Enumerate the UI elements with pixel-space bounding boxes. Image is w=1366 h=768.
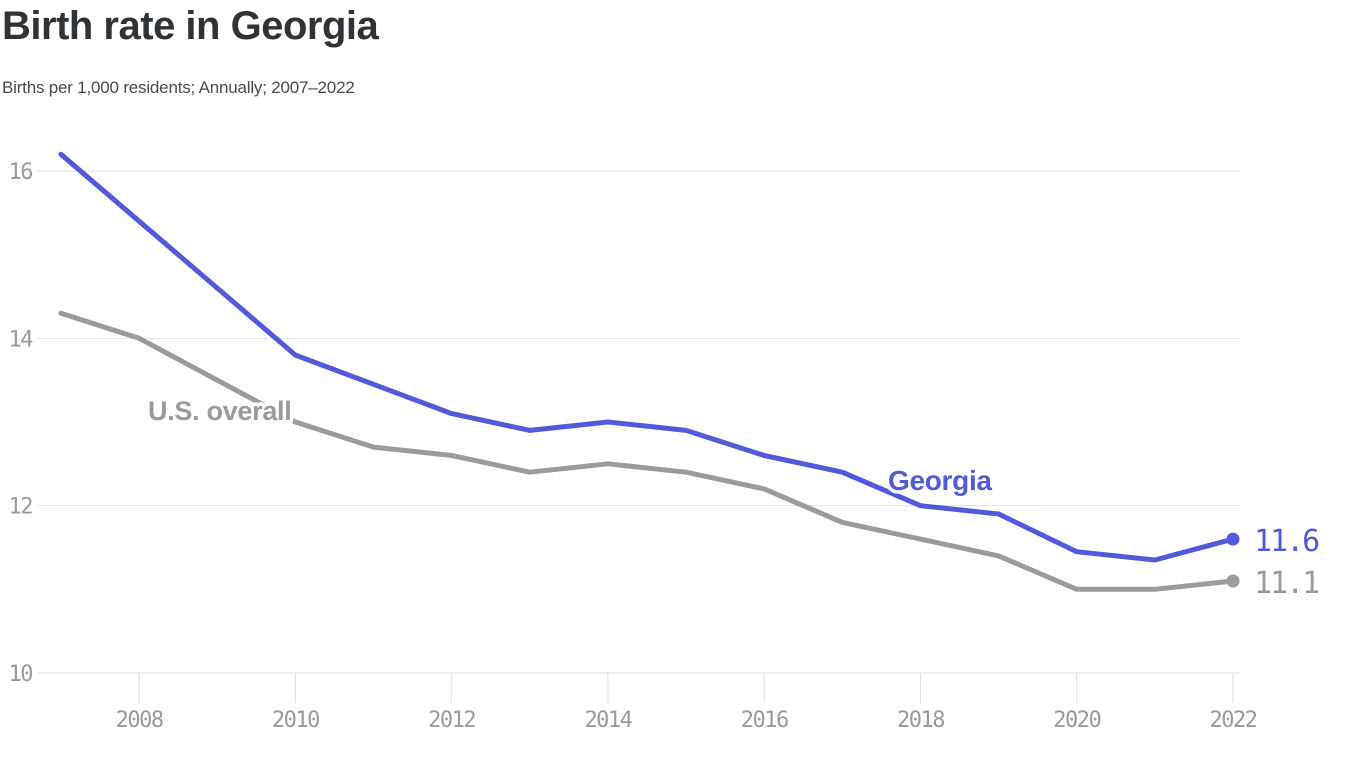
x-axis-label-2014: 2014 [584,708,632,733]
georgia-end-dot [1226,532,1240,546]
x-axis-label-2016: 2016 [741,708,788,733]
y-axis-label-12: 12 [9,495,33,520]
x-axis-label-2020: 2020 [1053,708,1100,733]
u-s-overall-line [58,310,1236,592]
u-s-overall-end-value-label: 11.1 [1254,566,1319,601]
georgia-end-value-label: 11.6 [1254,524,1319,559]
georgia-series-label: Georgia [888,465,992,496]
chart-subtitle: Births per 1,000 residents; Annually; 20… [2,78,355,97]
y-axis-label-14: 14 [9,327,34,352]
u-s-overall-series-label: U.S. overall [148,396,291,426]
y-axis-label-16: 16 [9,160,33,185]
georgia-line [58,151,1236,563]
x-axis-label-2022: 2022 [1210,708,1257,733]
x-axis-label-2018: 2018 [897,708,944,733]
x-axis-label-2010: 2010 [272,708,319,733]
u-s-overall-end-dot [1226,574,1240,588]
x-axis-label-2012: 2012 [428,708,475,733]
y-axis-label-10: 10 [9,662,33,687]
chart-title: Birth rate in Georgia [2,4,379,48]
x-axis-label-2008: 2008 [116,708,163,733]
